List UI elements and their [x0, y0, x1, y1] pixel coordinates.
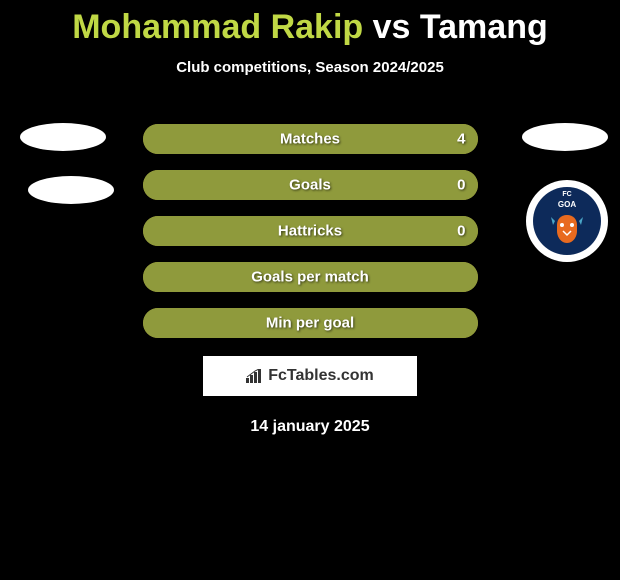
club-badge-right-1 — [522, 123, 608, 151]
stat-value-right: 0 — [457, 223, 465, 240]
club-badge-left-1 — [20, 123, 106, 151]
fc-goa-inner: FC GOA — [533, 187, 602, 256]
stat-label: Min per goal — [266, 315, 354, 332]
title-divider-and-right: vs Tamang — [363, 8, 548, 46]
date-text: 14 january 2025 — [0, 418, 620, 436]
stat-row: Goals per match — [143, 262, 478, 292]
stat-row: Min per goal — [143, 308, 478, 338]
fc-goa-text-bottom: GOA — [558, 200, 576, 209]
club-badge-left-2 — [28, 176, 114, 204]
title-player-left: Mohammad Rakip — [72, 8, 363, 46]
subtitle: Club competitions, Season 2024/2025 — [0, 59, 620, 76]
stat-row: Goals 0 — [143, 170, 478, 200]
stat-value-right: 0 — [457, 177, 465, 194]
stat-label: Goals — [289, 177, 331, 194]
stat-label: Goals per match — [251, 269, 369, 286]
stat-label: Hattricks — [278, 223, 342, 240]
club-badge-fc-goa: FC GOA — [526, 180, 608, 262]
stat-label: Matches — [280, 131, 340, 148]
page-title: Mohammad Rakip vs Tamang — [0, 0, 620, 47]
fctables-label: FcTables.com — [268, 367, 374, 385]
title-vs: vs — [363, 8, 420, 46]
title-player-right: Tamang — [420, 8, 548, 46]
stat-value-right: 4 — [457, 131, 465, 148]
root-container: Mohammad Rakip vs Tamang Club competitio… — [0, 0, 620, 580]
fc-goa-mascot-icon — [547, 211, 587, 247]
stat-row: Matches 4 — [143, 124, 478, 154]
bar-chart-icon — [246, 369, 264, 383]
fc-goa-text-top: FC — [562, 191, 571, 198]
fctables-attribution[interactable]: FcTables.com — [203, 356, 417, 396]
stat-row: Hattricks 0 — [143, 216, 478, 246]
